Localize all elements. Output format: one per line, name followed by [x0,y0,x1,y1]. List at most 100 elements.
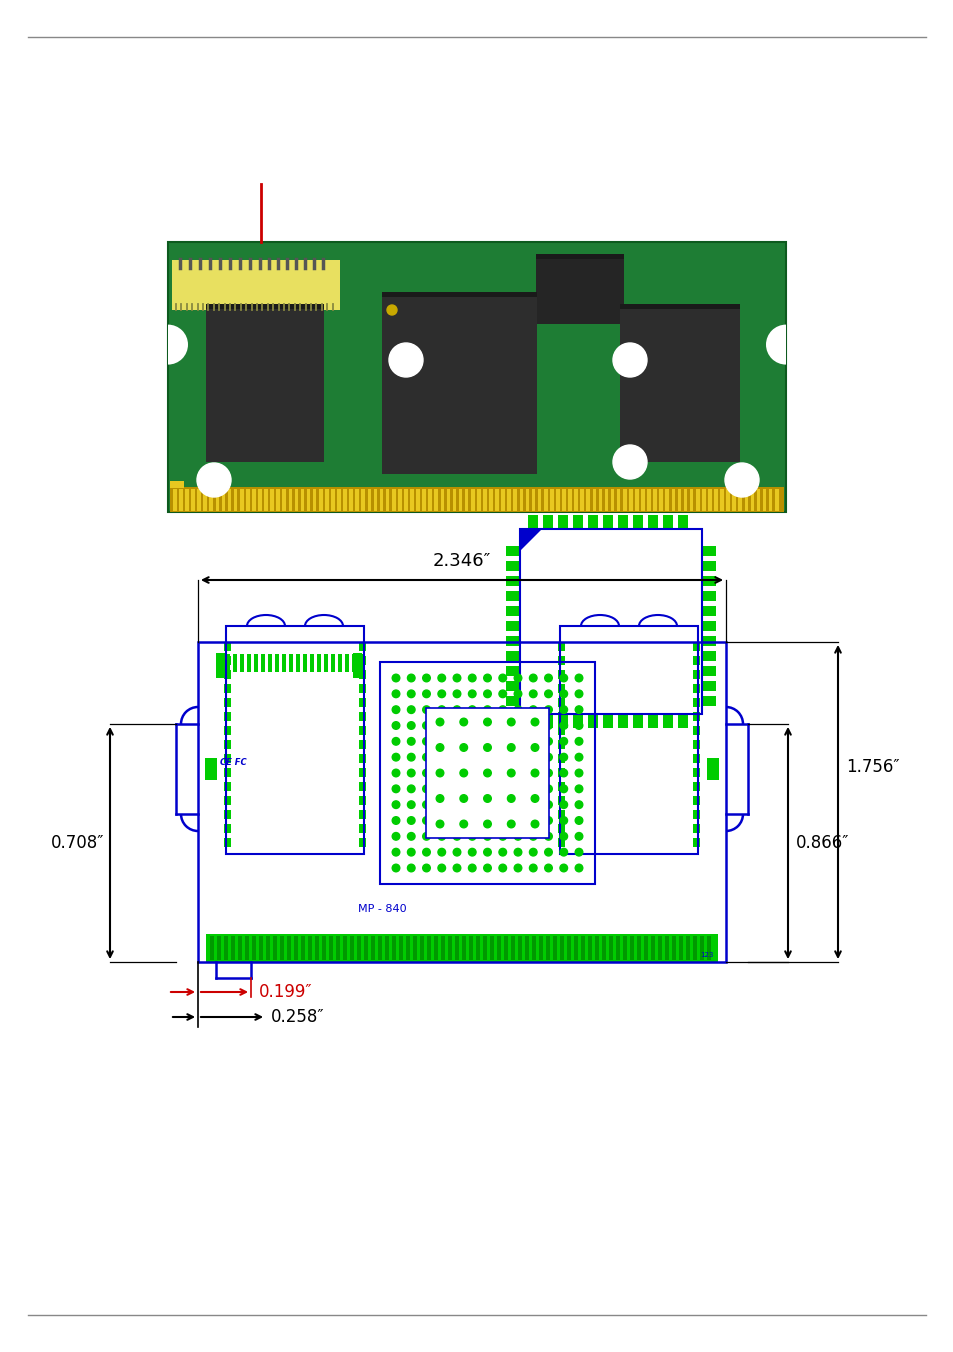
Circle shape [437,864,445,872]
Bar [774,489,778,511]
Circle shape [575,738,582,745]
Text: 0.866″: 0.866″ [795,834,848,852]
Circle shape [531,769,538,777]
Circle shape [407,722,415,729]
Circle shape [468,706,476,714]
Bar [349,489,353,511]
Polygon shape [519,529,541,552]
Bar [288,489,292,511]
Bar [689,489,693,511]
Bar [318,489,322,511]
Bar [268,654,272,672]
Circle shape [724,462,759,498]
Bar [264,489,268,511]
Bar [537,489,541,511]
Bar [595,936,598,960]
Bar [358,781,366,791]
Circle shape [459,744,467,752]
Circle shape [453,738,460,745]
Bar [270,489,274,511]
Bar [558,642,564,652]
Text: MP - 840: MP - 840 [357,904,406,914]
Text: CE FC: CE FC [220,758,247,767]
Bar [558,810,564,819]
Bar [276,489,280,511]
Bar [266,936,270,960]
Bar [505,696,519,706]
Bar [310,654,314,672]
Bar [558,726,564,735]
Bar [692,838,700,846]
Bar [294,936,297,960]
Bar [379,662,595,884]
Circle shape [529,722,537,729]
Bar [280,936,284,960]
Bar [422,489,425,511]
Circle shape [575,786,582,792]
Bar [324,654,328,672]
Circle shape [483,800,491,808]
Bar [695,489,699,511]
Bar [558,714,567,727]
Bar [358,713,366,721]
Bar [358,823,366,833]
Bar [701,696,716,706]
Bar [343,936,347,960]
Bar [316,654,320,672]
Circle shape [437,738,445,745]
Circle shape [483,821,491,827]
Circle shape [529,817,537,825]
Bar [500,489,504,511]
Bar [224,936,228,960]
Bar [643,936,647,960]
Circle shape [498,833,506,840]
Circle shape [407,690,415,698]
Circle shape [529,786,537,792]
Circle shape [544,706,552,714]
Bar [206,304,324,462]
Bar [489,489,493,511]
Bar [692,656,700,665]
Circle shape [483,738,491,745]
Circle shape [468,690,476,698]
Bar [385,489,389,511]
Circle shape [498,722,506,729]
Circle shape [514,706,521,714]
Bar [628,489,632,511]
Circle shape [422,738,430,745]
Circle shape [514,690,521,698]
Bar [273,936,276,960]
Bar [464,489,468,511]
Bar [662,714,672,727]
Circle shape [483,786,491,792]
Bar [191,489,194,511]
Circle shape [514,738,521,745]
Circle shape [575,800,582,808]
Bar [381,292,537,475]
Bar [692,671,700,679]
Bar [671,936,675,960]
Circle shape [453,690,460,698]
Circle shape [392,722,399,729]
Bar [252,936,255,960]
Bar [743,489,747,511]
Circle shape [544,690,552,698]
Circle shape [407,817,415,825]
Bar [224,698,231,707]
Bar [440,936,444,960]
Bar [616,936,619,960]
Bar [592,489,596,511]
Circle shape [531,718,538,726]
Bar [168,242,785,512]
Bar [692,726,700,735]
Bar [653,489,657,511]
Bar [215,653,225,677]
Bar [381,292,537,297]
Bar [701,546,716,556]
Bar [215,489,219,511]
Circle shape [483,706,491,714]
Bar [692,823,700,833]
Bar [505,652,519,661]
Circle shape [529,864,537,872]
Bar [329,936,333,960]
